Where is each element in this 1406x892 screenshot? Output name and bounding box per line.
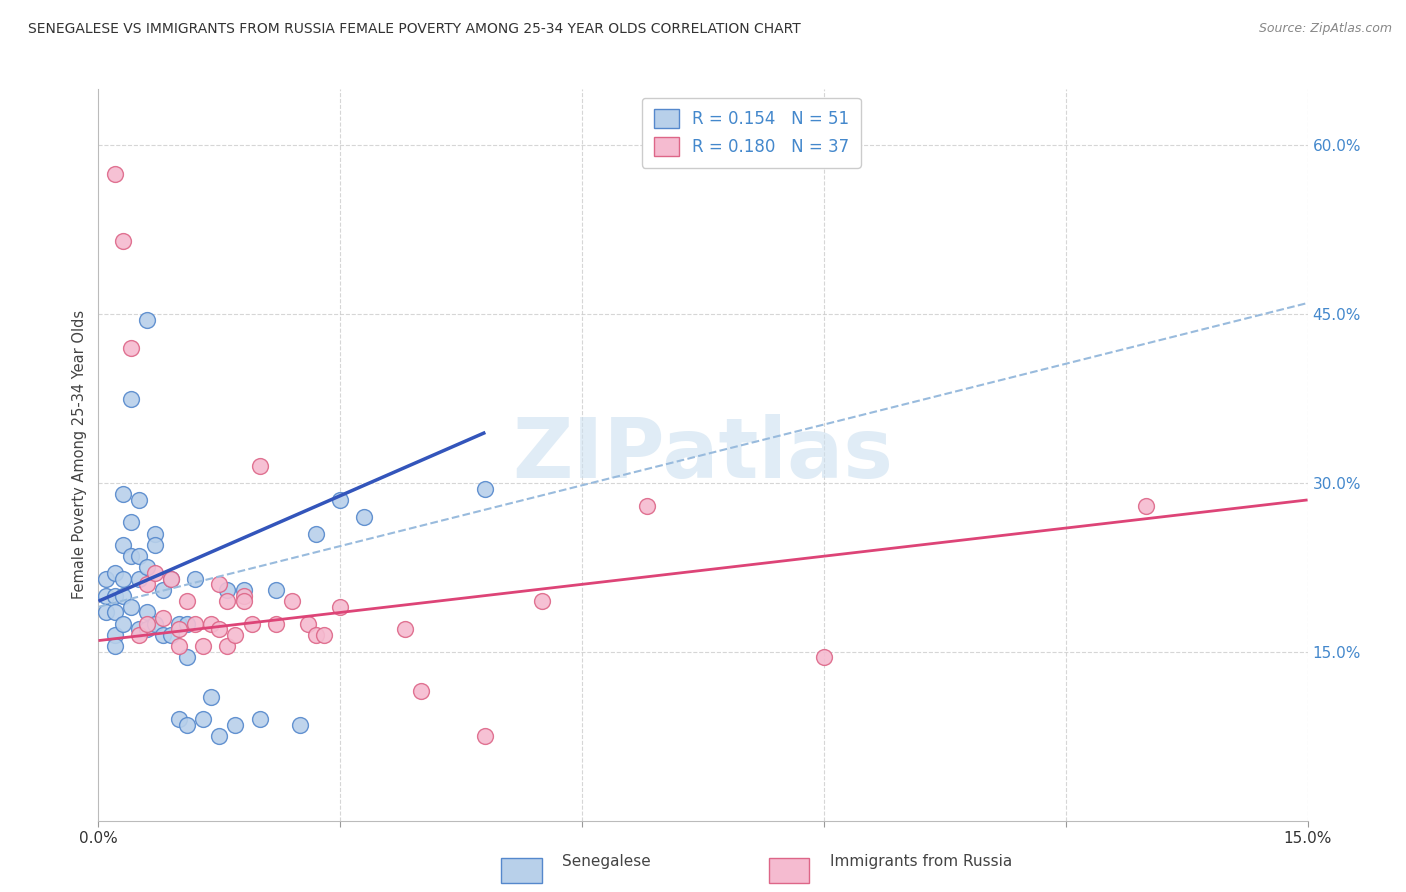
Text: Immigrants from Russia: Immigrants from Russia	[830, 855, 1012, 869]
Point	[103, 566, 125, 580]
Point	[176, 718, 198, 732]
Point	[167, 639, 190, 653]
Point	[208, 729, 231, 743]
Point	[176, 594, 198, 608]
Point	[128, 572, 150, 586]
Point	[128, 623, 150, 637]
Point	[143, 538, 166, 552]
Point	[128, 549, 150, 564]
Point	[297, 616, 319, 631]
Point	[530, 594, 553, 608]
Point	[288, 718, 311, 732]
Point	[103, 606, 125, 620]
Point	[232, 589, 254, 603]
Point	[167, 712, 190, 726]
Point	[120, 516, 142, 530]
Point	[160, 572, 183, 586]
Point	[167, 616, 190, 631]
Point	[111, 572, 134, 586]
Point	[152, 628, 174, 642]
Point	[135, 606, 157, 620]
Legend: R = 0.154   N = 51, R = 0.180   N = 37: R = 0.154 N = 51, R = 0.180 N = 37	[643, 97, 860, 168]
Point	[111, 589, 134, 603]
Point	[120, 341, 142, 355]
Point	[249, 712, 271, 726]
Point	[167, 623, 190, 637]
Point	[111, 538, 134, 552]
Point	[135, 623, 157, 637]
Point	[474, 482, 496, 496]
FancyBboxPatch shape	[769, 858, 808, 883]
Point	[224, 628, 246, 642]
Point	[103, 167, 125, 181]
Point	[224, 718, 246, 732]
FancyBboxPatch shape	[502, 858, 541, 883]
Point	[409, 684, 432, 698]
Point	[176, 650, 198, 665]
Point	[353, 509, 375, 524]
Point	[111, 487, 134, 501]
Point	[96, 572, 118, 586]
Point	[200, 690, 222, 704]
Point	[111, 616, 134, 631]
Point	[208, 577, 231, 591]
Point	[135, 577, 157, 591]
Point	[103, 589, 125, 603]
Point	[217, 582, 239, 597]
Point	[120, 392, 142, 406]
Point	[96, 606, 118, 620]
Point	[160, 572, 183, 586]
Point	[143, 566, 166, 580]
Point	[103, 628, 125, 642]
Point	[160, 628, 183, 642]
Point	[208, 623, 231, 637]
Point	[329, 492, 352, 507]
Point	[143, 616, 166, 631]
Point	[111, 234, 134, 248]
Point	[232, 582, 254, 597]
Text: ZIPatlas: ZIPatlas	[513, 415, 893, 495]
Point	[135, 616, 157, 631]
Point	[96, 589, 118, 603]
Point	[329, 599, 352, 614]
Point	[474, 729, 496, 743]
Text: SENEGALESE VS IMMIGRANTS FROM RUSSIA FEMALE POVERTY AMONG 25-34 YEAR OLDS CORREL: SENEGALESE VS IMMIGRANTS FROM RUSSIA FEM…	[28, 22, 801, 37]
Point	[281, 594, 304, 608]
Point	[128, 492, 150, 507]
Point	[305, 526, 328, 541]
Point	[184, 616, 207, 631]
Point	[314, 628, 336, 642]
Point	[813, 650, 835, 665]
Point	[135, 313, 157, 327]
Y-axis label: Female Poverty Among 25-34 Year Olds: Female Poverty Among 25-34 Year Olds	[72, 310, 87, 599]
Point	[217, 594, 239, 608]
Point	[103, 639, 125, 653]
Point	[193, 639, 215, 653]
Point	[128, 628, 150, 642]
Point	[249, 459, 271, 474]
Point	[217, 639, 239, 653]
Point	[184, 572, 207, 586]
Point	[1135, 499, 1157, 513]
Point	[152, 582, 174, 597]
Point	[264, 616, 287, 631]
Point	[120, 599, 142, 614]
Point	[232, 594, 254, 608]
Point	[305, 628, 328, 642]
Point	[636, 499, 658, 513]
Point	[394, 623, 416, 637]
Point	[200, 616, 222, 631]
Point	[264, 582, 287, 597]
Point	[193, 712, 215, 726]
Text: Senegalese: Senegalese	[562, 855, 651, 869]
Point	[135, 560, 157, 574]
Text: Source: ZipAtlas.com: Source: ZipAtlas.com	[1258, 22, 1392, 36]
Point	[240, 616, 263, 631]
Point	[152, 611, 174, 625]
Point	[143, 526, 166, 541]
Point	[176, 616, 198, 631]
Point	[120, 549, 142, 564]
